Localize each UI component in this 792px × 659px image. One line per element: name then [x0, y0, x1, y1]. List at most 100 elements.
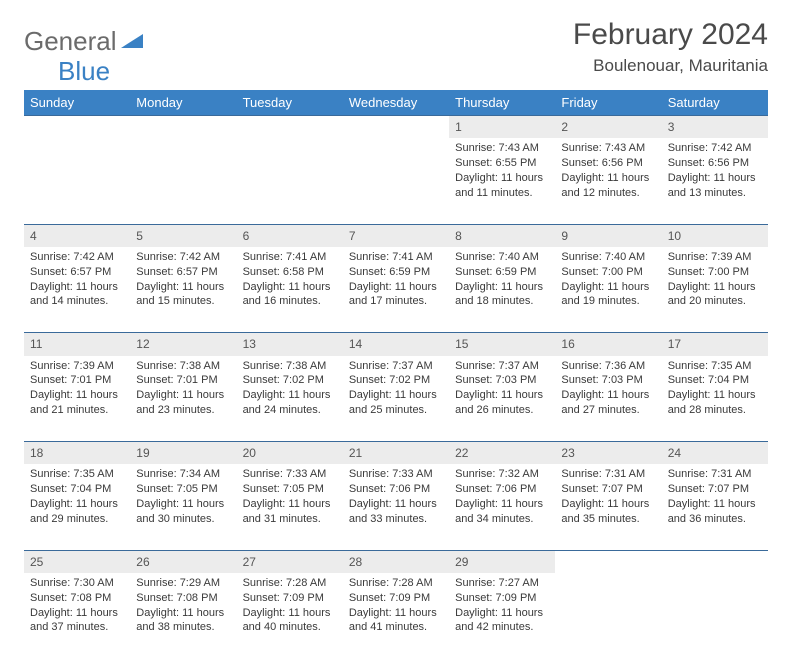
sunset-text: Sunset: 6:59 PM [349, 265, 443, 280]
daylight-text: Daylight: 11 hours and 28 minutes. [668, 388, 762, 418]
day-content-cell: Sunrise: 7:37 AMSunset: 7:03 PMDaylight:… [449, 356, 555, 442]
day-content-cell: Sunrise: 7:42 AMSunset: 6:57 PMDaylight:… [24, 247, 130, 333]
sunset-text: Sunset: 7:04 PM [668, 373, 762, 388]
sunset-text: Sunset: 7:07 PM [668, 482, 762, 497]
day-number-cell: 14 [343, 333, 449, 356]
daylight-text: Daylight: 11 hours and 18 minutes. [455, 280, 549, 310]
sunset-text: Sunset: 7:07 PM [561, 482, 655, 497]
sunrise-text: Sunrise: 7:32 AM [455, 467, 549, 482]
day-number-cell: 9 [555, 224, 661, 247]
sunrise-text: Sunrise: 7:28 AM [349, 576, 443, 591]
sunset-text: Sunset: 6:57 PM [30, 265, 124, 280]
title-block: February 2024 Boulenouar, Mauritania [573, 18, 768, 76]
sunrise-text: Sunrise: 7:41 AM [349, 250, 443, 265]
sunrise-text: Sunrise: 7:37 AM [455, 359, 549, 374]
sunrise-text: Sunrise: 7:42 AM [668, 141, 762, 156]
day-number-cell: 17 [662, 333, 768, 356]
day-number-cell: 13 [237, 333, 343, 356]
day-content-cell: Sunrise: 7:28 AMSunset: 7:09 PMDaylight:… [237, 573, 343, 659]
day-number-row: 18192021222324 [24, 442, 768, 465]
day-content-cell: Sunrise: 7:33 AMSunset: 7:05 PMDaylight:… [237, 464, 343, 550]
day-number-cell: 7 [343, 224, 449, 247]
daylight-text: Daylight: 11 hours and 17 minutes. [349, 280, 443, 310]
day-number-cell: 21 [343, 442, 449, 465]
day-number-row: 11121314151617 [24, 333, 768, 356]
day-content-cell: Sunrise: 7:30 AMSunset: 7:08 PMDaylight:… [24, 573, 130, 659]
daylight-text: Daylight: 11 hours and 40 minutes. [243, 606, 337, 636]
day-number-cell: 16 [555, 333, 661, 356]
day-content-cell: Sunrise: 7:32 AMSunset: 7:06 PMDaylight:… [449, 464, 555, 550]
day-content-cell: Sunrise: 7:41 AMSunset: 6:58 PMDaylight:… [237, 247, 343, 333]
daylight-text: Daylight: 11 hours and 29 minutes. [30, 497, 124, 527]
sunset-text: Sunset: 6:56 PM [561, 156, 655, 171]
daylight-text: Daylight: 11 hours and 11 minutes. [455, 171, 549, 201]
day-number-cell: 18 [24, 442, 130, 465]
sunset-text: Sunset: 6:57 PM [136, 265, 230, 280]
daylight-text: Daylight: 11 hours and 14 minutes. [30, 280, 124, 310]
sunrise-text: Sunrise: 7:31 AM [668, 467, 762, 482]
logo: General [24, 18, 145, 57]
sunrise-text: Sunrise: 7:39 AM [30, 359, 124, 374]
sunrise-text: Sunrise: 7:30 AM [30, 576, 124, 591]
sunset-text: Sunset: 7:09 PM [243, 591, 337, 606]
day-number-cell: 15 [449, 333, 555, 356]
daylight-text: Daylight: 11 hours and 21 minutes. [30, 388, 124, 418]
calendar-body: 123Sunrise: 7:43 AMSunset: 6:55 PMDaylig… [24, 116, 768, 659]
day-content-cell: Sunrise: 7:43 AMSunset: 6:55 PMDaylight:… [449, 138, 555, 224]
day-content-cell: Sunrise: 7:39 AMSunset: 7:01 PMDaylight:… [24, 356, 130, 442]
day-number-row: 2526272829 [24, 550, 768, 573]
day-number-row: 45678910 [24, 224, 768, 247]
day-number-cell [343, 116, 449, 139]
day-content-cell: Sunrise: 7:28 AMSunset: 7:09 PMDaylight:… [343, 573, 449, 659]
sunrise-text: Sunrise: 7:43 AM [561, 141, 655, 156]
sunrise-text: Sunrise: 7:37 AM [349, 359, 443, 374]
calendar-table: Sunday Monday Tuesday Wednesday Thursday… [24, 90, 768, 659]
day-number-cell: 10 [662, 224, 768, 247]
day-number-cell: 12 [130, 333, 236, 356]
sunrise-text: Sunrise: 7:33 AM [349, 467, 443, 482]
day-number-cell [662, 550, 768, 573]
daylight-text: Daylight: 11 hours and 20 minutes. [668, 280, 762, 310]
daylight-text: Daylight: 11 hours and 24 minutes. [243, 388, 337, 418]
sunrise-text: Sunrise: 7:38 AM [243, 359, 337, 374]
weekday-header: Monday [130, 90, 236, 116]
day-content-cell: Sunrise: 7:36 AMSunset: 7:03 PMDaylight:… [555, 356, 661, 442]
day-number-cell [24, 116, 130, 139]
sunset-text: Sunset: 7:00 PM [668, 265, 762, 280]
day-content-row: Sunrise: 7:43 AMSunset: 6:55 PMDaylight:… [24, 138, 768, 224]
sunset-text: Sunset: 7:06 PM [455, 482, 549, 497]
sunset-text: Sunset: 7:08 PM [136, 591, 230, 606]
sunset-text: Sunset: 7:09 PM [455, 591, 549, 606]
sunset-text: Sunset: 6:56 PM [668, 156, 762, 171]
day-number-cell: 6 [237, 224, 343, 247]
day-content-cell: Sunrise: 7:29 AMSunset: 7:08 PMDaylight:… [130, 573, 236, 659]
sunset-text: Sunset: 7:01 PM [30, 373, 124, 388]
sunrise-text: Sunrise: 7:29 AM [136, 576, 230, 591]
sunrise-text: Sunrise: 7:42 AM [30, 250, 124, 265]
sunrise-text: Sunrise: 7:42 AM [136, 250, 230, 265]
day-number-cell: 1 [449, 116, 555, 139]
day-content-cell: Sunrise: 7:31 AMSunset: 7:07 PMDaylight:… [555, 464, 661, 550]
sunrise-text: Sunrise: 7:40 AM [455, 250, 549, 265]
sunset-text: Sunset: 7:05 PM [243, 482, 337, 497]
weekday-header: Sunday [24, 90, 130, 116]
day-number-cell: 2 [555, 116, 661, 139]
day-content-cell: Sunrise: 7:33 AMSunset: 7:06 PMDaylight:… [343, 464, 449, 550]
weekday-header: Saturday [662, 90, 768, 116]
day-content-cell: Sunrise: 7:40 AMSunset: 7:00 PMDaylight:… [555, 247, 661, 333]
day-number-cell: 20 [237, 442, 343, 465]
daylight-text: Daylight: 11 hours and 37 minutes. [30, 606, 124, 636]
day-content-row: Sunrise: 7:30 AMSunset: 7:08 PMDaylight:… [24, 573, 768, 659]
daylight-text: Daylight: 11 hours and 34 minutes. [455, 497, 549, 527]
day-content-cell [237, 138, 343, 224]
sunrise-text: Sunrise: 7:36 AM [561, 359, 655, 374]
daylight-text: Daylight: 11 hours and 30 minutes. [136, 497, 230, 527]
sunset-text: Sunset: 7:05 PM [136, 482, 230, 497]
sunset-text: Sunset: 7:08 PM [30, 591, 124, 606]
sunset-text: Sunset: 7:04 PM [30, 482, 124, 497]
logo-text-general: General [24, 26, 117, 57]
daylight-text: Daylight: 11 hours and 33 minutes. [349, 497, 443, 527]
daylight-text: Daylight: 11 hours and 35 minutes. [561, 497, 655, 527]
day-number-cell: 8 [449, 224, 555, 247]
sunrise-text: Sunrise: 7:34 AM [136, 467, 230, 482]
